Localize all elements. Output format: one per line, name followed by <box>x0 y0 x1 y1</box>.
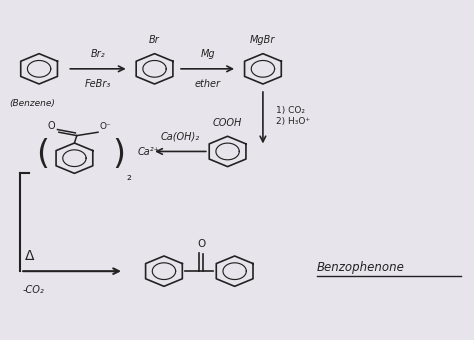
Text: Benzophenone: Benzophenone <box>317 261 405 274</box>
Text: ether: ether <box>194 79 220 89</box>
Text: (: ( <box>36 138 49 171</box>
Text: ): ) <box>113 138 126 171</box>
Text: ₂: ₂ <box>126 170 131 183</box>
Text: Δ: Δ <box>25 249 35 263</box>
Text: Br₂: Br₂ <box>91 49 105 59</box>
Text: Ca²⁺: Ca²⁺ <box>138 147 160 157</box>
Text: Mg: Mg <box>200 49 215 59</box>
Text: O: O <box>197 239 205 249</box>
Text: O⁻: O⁻ <box>99 121 111 131</box>
Text: FeBr₃: FeBr₃ <box>85 79 111 89</box>
Text: 1) CO₂
2) H₃O⁺: 1) CO₂ 2) H₃O⁺ <box>276 106 310 126</box>
Text: Br: Br <box>149 35 160 45</box>
Text: -CO₂: -CO₂ <box>23 285 45 295</box>
Text: COOH: COOH <box>213 118 242 128</box>
Text: (Benzene): (Benzene) <box>9 99 55 108</box>
Text: Ca(OH)₂: Ca(OH)₂ <box>161 131 200 141</box>
Text: MgBr: MgBr <box>250 35 275 45</box>
Text: O: O <box>48 121 55 131</box>
